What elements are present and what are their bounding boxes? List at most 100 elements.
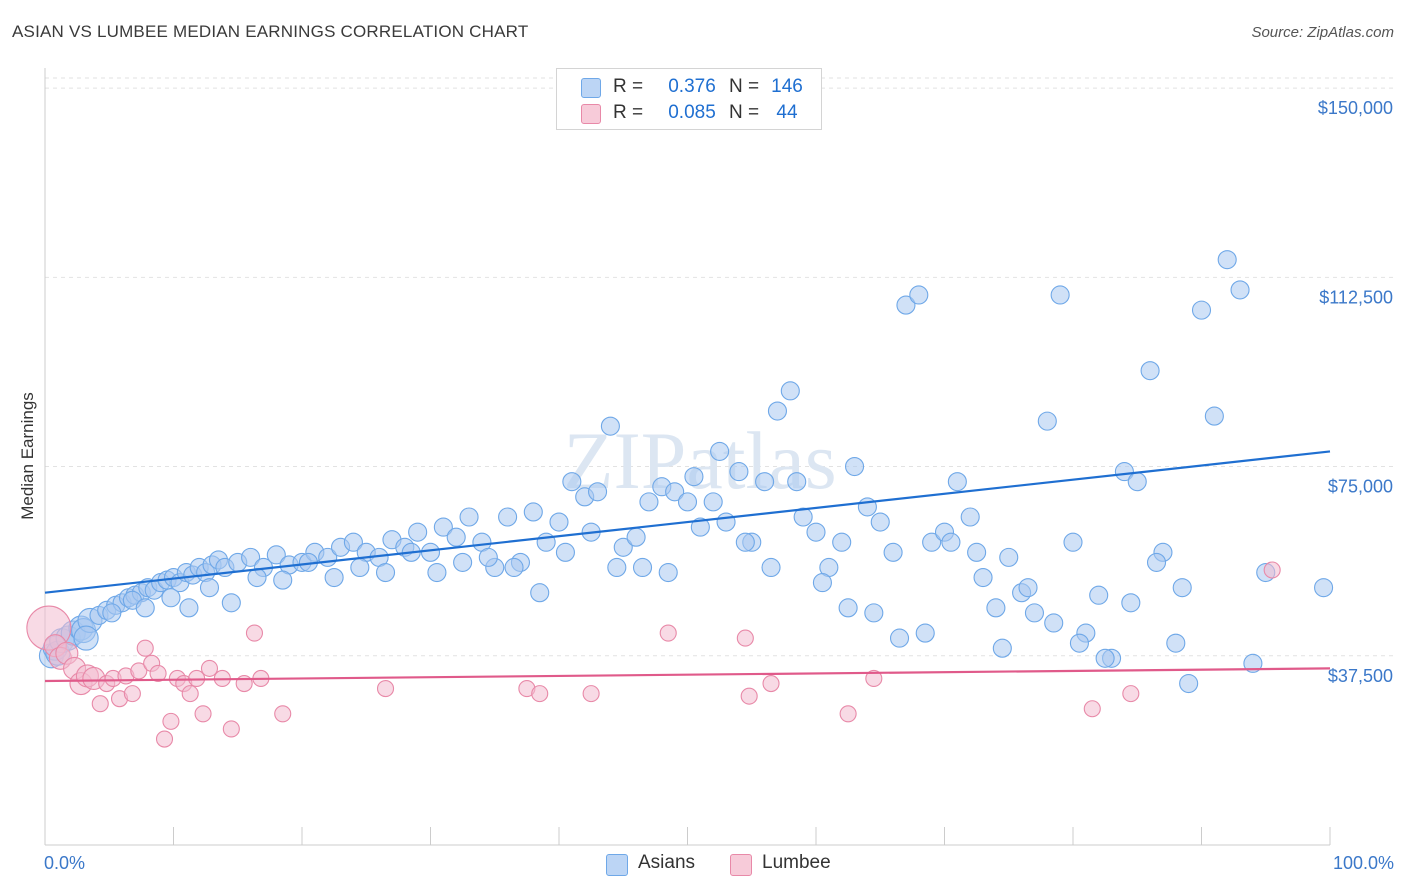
data-point-asians <box>889 628 910 648</box>
data-point-asians <box>864 603 884 623</box>
data-point-asians <box>453 552 473 572</box>
data-point-lumbee <box>582 685 600 703</box>
data-point-lumbee <box>200 659 219 677</box>
data-point-asians <box>459 507 479 527</box>
n-value-asians: 146 <box>771 76 803 97</box>
data-point-asians <box>967 542 987 562</box>
data-point-lumbee <box>659 624 677 642</box>
data-point-lumbee <box>1083 700 1101 718</box>
data-point-asians <box>375 562 396 583</box>
legend-label-asians: Asians <box>638 852 696 873</box>
data-point-asians <box>665 482 685 502</box>
data-point-asians <box>179 598 199 618</box>
data-point-lumbee <box>162 712 180 730</box>
data-point-asians <box>793 507 813 527</box>
y-tick-label: $37,500 <box>1328 666 1393 686</box>
data-point-lumbee <box>736 629 754 647</box>
data-point-asians <box>1146 552 1167 572</box>
data-point-asians <box>273 570 293 590</box>
data-point-asians <box>1204 406 1224 426</box>
y-tick-label: $112,500 <box>1319 287 1393 307</box>
axes <box>44 68 1331 846</box>
data-point-lumbee <box>155 730 174 748</box>
data-point-asians <box>1191 300 1212 320</box>
chart-title: ASIAN VS LUMBEE MEDIAN EARNINGS CORRELAT… <box>12 22 529 41</box>
data-point-asians <box>478 547 498 567</box>
data-point-asians <box>1121 593 1141 613</box>
data-point-lumbee <box>839 705 857 723</box>
data-point-asians <box>324 568 344 588</box>
data-point-asians <box>832 532 852 552</box>
n-label: N = <box>729 76 760 97</box>
data-point-asians <box>1018 578 1038 598</box>
data-point-asians <box>1044 613 1064 633</box>
data-point-asians <box>755 472 775 492</box>
data-point-asians <box>446 527 466 547</box>
data-point-lumbee <box>245 624 264 642</box>
data-point-asians <box>247 568 267 588</box>
data-point-asians <box>1166 633 1186 653</box>
data-point-asians <box>787 472 807 492</box>
data-point-asians <box>221 593 241 613</box>
data-point-asians <box>780 381 800 401</box>
data-point-lumbee <box>274 705 292 723</box>
r-label: R = <box>613 76 644 97</box>
data-point-asians <box>716 512 736 532</box>
trend-lines <box>44 450 1331 683</box>
n-value-lumbee: 44 <box>776 102 798 123</box>
data-point-asians <box>844 456 865 477</box>
y-tick-label: $75,000 <box>1328 477 1393 497</box>
data-point-asians <box>562 472 582 492</box>
data-point-asians <box>135 598 155 618</box>
data-point-asians <box>1037 411 1057 431</box>
data-point-asians <box>922 532 942 552</box>
data-point-lumbee <box>136 639 154 657</box>
data-point-asians <box>613 537 633 557</box>
n-label: N = <box>729 102 760 123</box>
data-point-lumbee <box>762 674 780 693</box>
r-value-lumbee: 0.085 <box>668 102 716 123</box>
data-point-lumbee <box>130 662 148 680</box>
data-point-asians <box>684 467 704 487</box>
data-point-asians <box>1095 648 1115 668</box>
data-point-asians <box>607 557 627 578</box>
data-point-lumbee <box>376 680 395 698</box>
data-point-asians <box>960 507 980 527</box>
data-point-lumbee <box>149 664 167 682</box>
data-point-asians <box>530 583 550 603</box>
data-point-asians <box>735 532 755 552</box>
data-point-asians <box>1127 472 1147 492</box>
tick-labels: $37,500 $75,000 $112,500 $150,000 <box>1318 98 1393 686</box>
data-point-asians <box>102 603 122 623</box>
r-value-asians: 0.376 <box>668 76 716 97</box>
data-point-asians <box>1069 633 1089 653</box>
data-point-lumbee <box>222 720 240 738</box>
y-tick-label: $150,000 <box>1318 98 1393 118</box>
data-point-asians <box>420 542 441 562</box>
data-point-asians <box>199 578 220 598</box>
data-point-asians <box>1089 585 1109 605</box>
data-point-asians <box>1050 285 1070 305</box>
data-point-asians <box>433 517 453 537</box>
data-point-lumbee <box>181 685 199 703</box>
data-point-lumbee <box>1122 685 1140 703</box>
r-label: R = <box>613 102 644 123</box>
trend-line-asians <box>44 450 1331 594</box>
data-point-asians <box>703 492 723 512</box>
gridlines <box>45 77 1395 657</box>
data-point-asians <box>427 562 447 583</box>
data-point-asians <box>999 547 1019 567</box>
data-point-asians <box>600 416 620 436</box>
data-point-lumbee <box>123 685 141 703</box>
data-point-asians <box>1024 603 1044 623</box>
data-point-lumbee <box>865 669 883 688</box>
data-point-asians <box>1172 578 1192 598</box>
x-tick-label-max: 100.0% <box>1332 853 1394 873</box>
data-point-asians <box>812 573 832 593</box>
legend-label-lumbee: Lumbee <box>762 852 831 873</box>
data-point-asians <box>266 545 286 565</box>
data-point-asians <box>161 588 181 608</box>
data-point-asians <box>909 285 929 305</box>
data-point-asians <box>986 598 1006 618</box>
